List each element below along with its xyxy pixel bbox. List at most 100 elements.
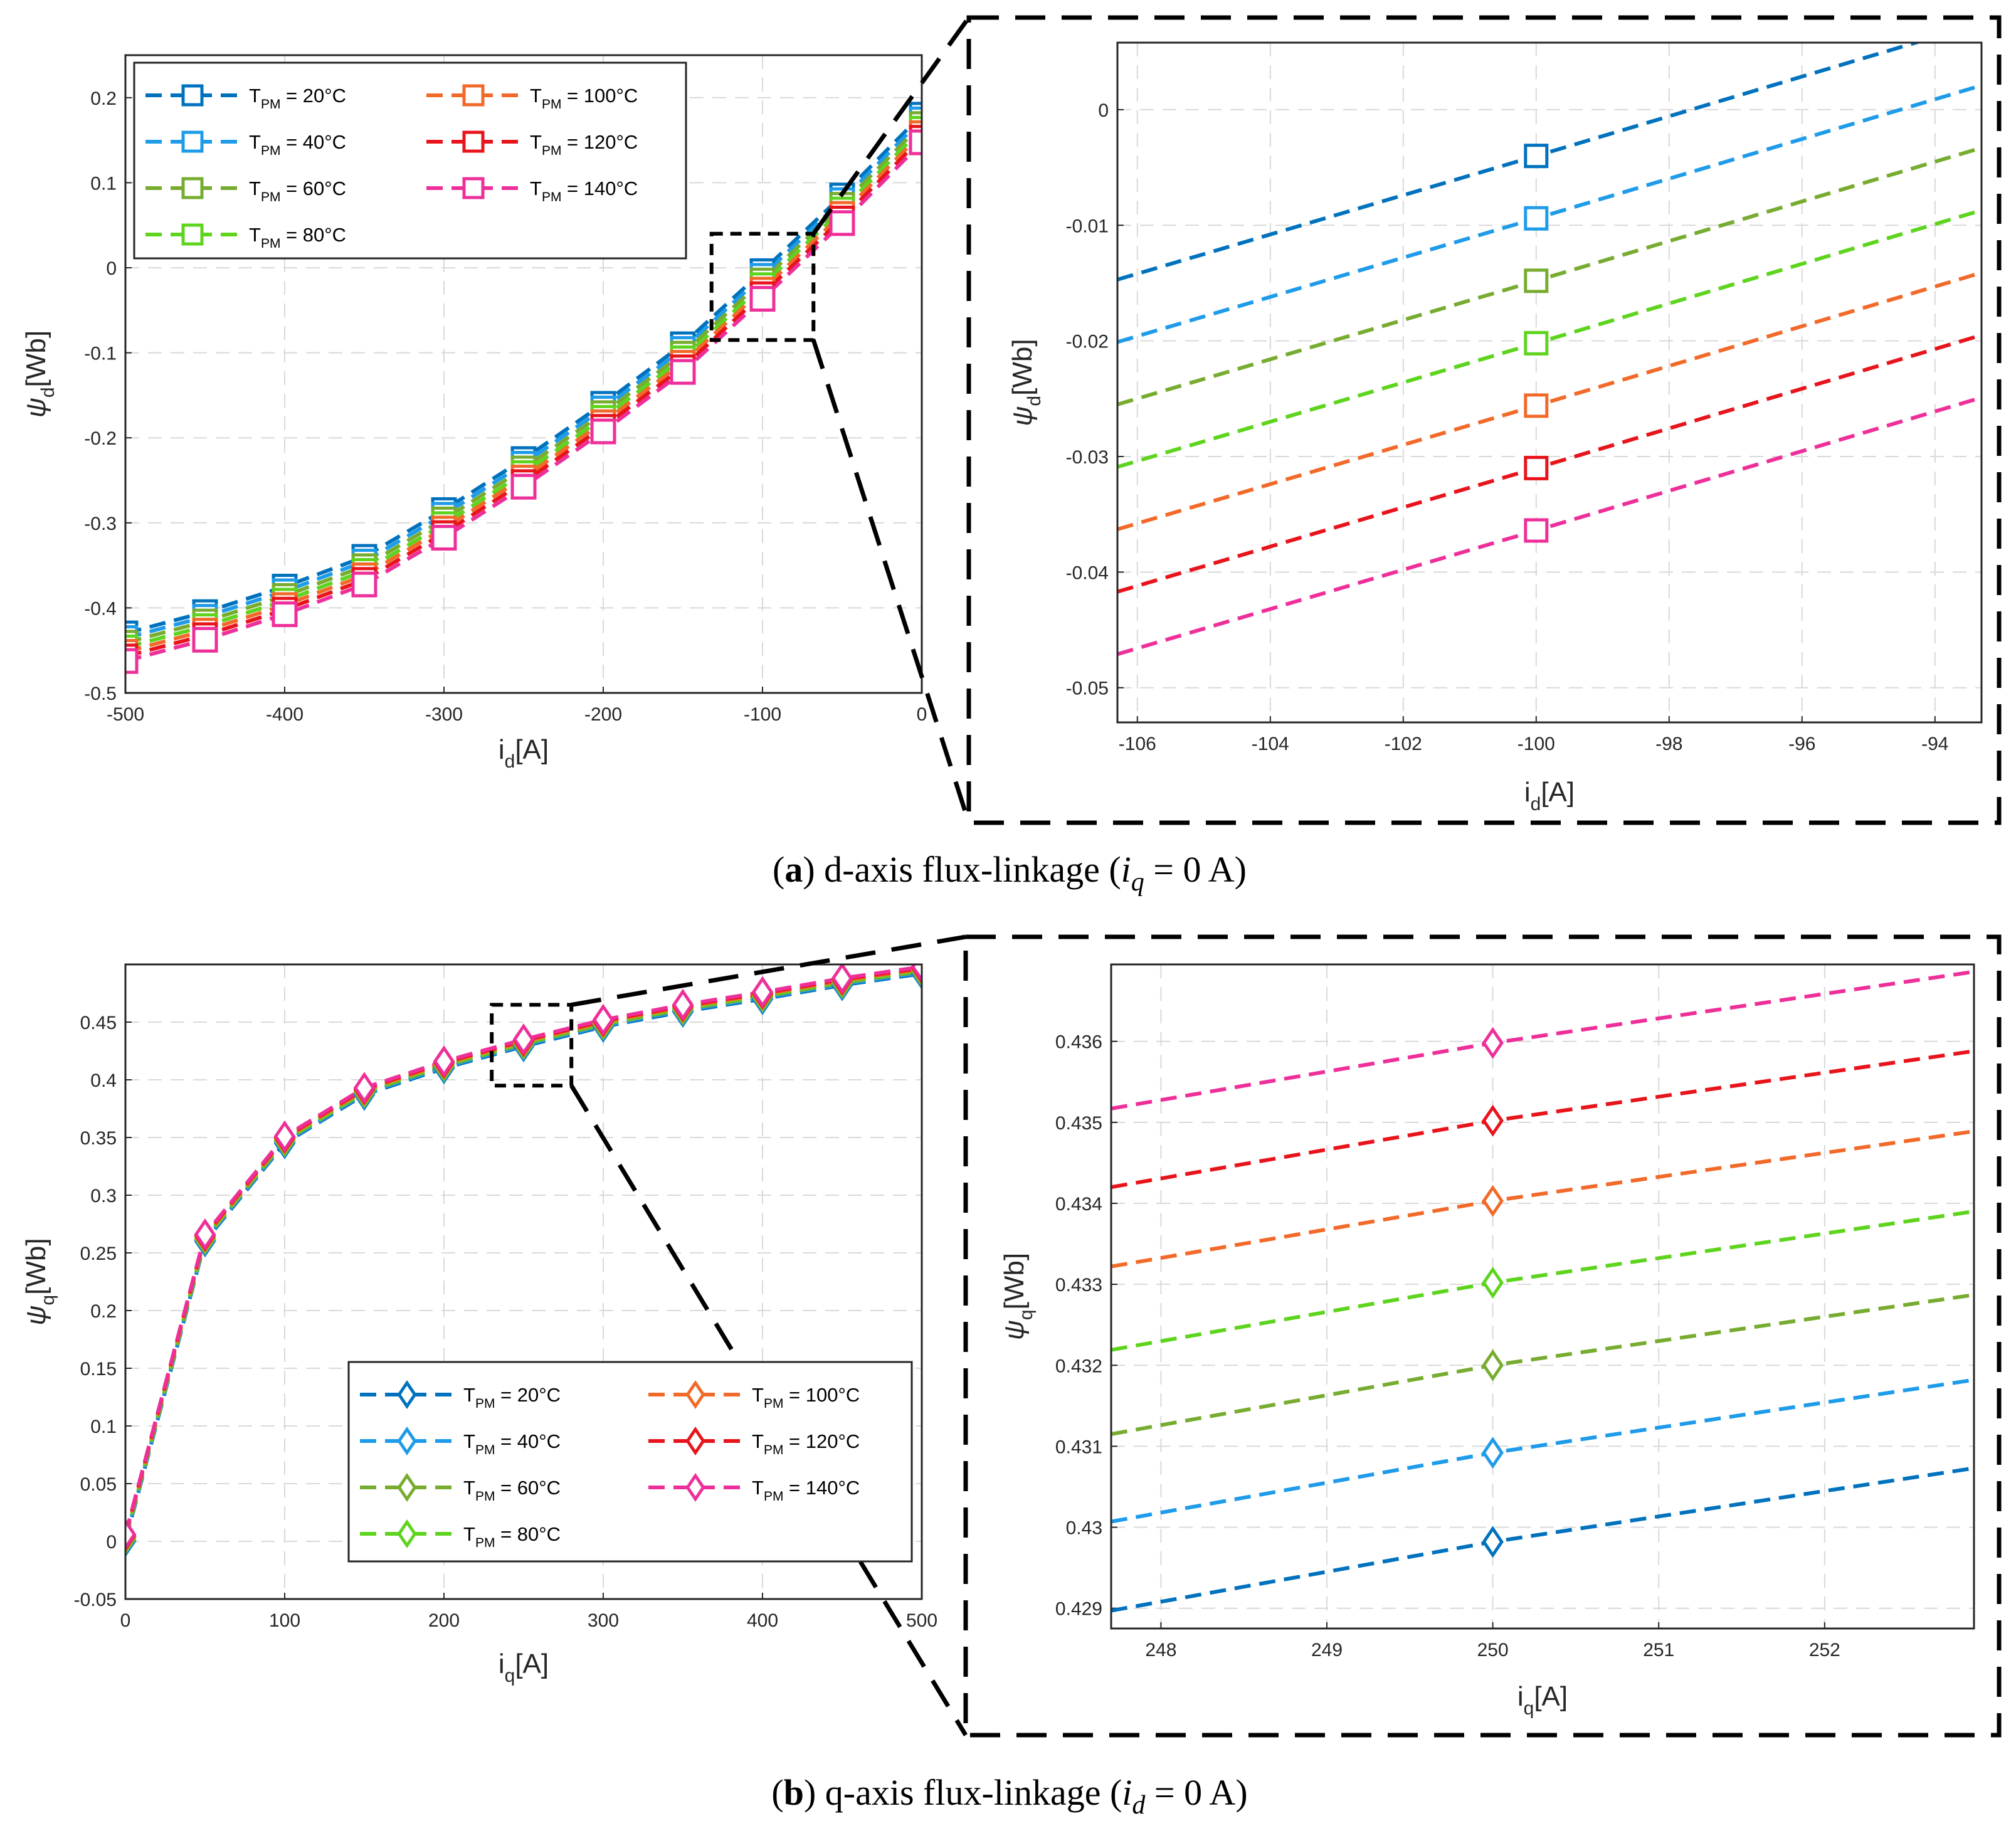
legend-label: TPM = 60°C [463, 1477, 561, 1504]
x-axis-label-tail: [A] [1534, 1681, 1568, 1712]
legend-label-tail: = 60°C [495, 1477, 561, 1499]
legend-entry: TPM = 120°C [648, 1426, 860, 1457]
y-axis-label-sub: q [38, 1295, 58, 1306]
y-axis-label-main: ψ [999, 1320, 1030, 1340]
y-tick-label: 0 [106, 258, 117, 279]
legend-marker-swatch [685, 1380, 705, 1410]
data-point-marker [512, 1023, 535, 1056]
y-axis-label: ψd[Wb] [1007, 339, 1045, 426]
zoom-region-box [490, 1003, 574, 1088]
x-tick-label: 248 [1145, 1640, 1176, 1660]
x-tick-label: 251 [1643, 1640, 1674, 1660]
y-axis-label-tail: [Wb] [21, 330, 51, 387]
x-axis-label: id[A] [1524, 777, 1575, 815]
x-tick-label: 0 [120, 1610, 131, 1631]
y-tick-label: -0.04 [1066, 562, 1109, 583]
data-point-marker [125, 648, 139, 674]
y-tick-label: -0.03 [1066, 447, 1109, 468]
x-tick-label: -104 [1252, 734, 1289, 754]
legend-label: TPM = 100°C [752, 1384, 860, 1411]
legend-label-tail: = 140°C [783, 1477, 860, 1499]
caption-a: (a) d-axis flux-linkage (iq = 0 A) [773, 849, 1247, 897]
legend-label-tail: = 120°C [783, 1430, 860, 1452]
caption-b-label: b [784, 1772, 804, 1813]
legend-label-main: T [249, 224, 261, 246]
y-tick-label: 0.43 [1066, 1518, 1102, 1539]
x-axis-label-sub: q [505, 1665, 515, 1686]
y-tick-label: 0.432 [1055, 1356, 1102, 1376]
y-tick-label: 0.1 [90, 1417, 117, 1437]
legend-marker-swatch [181, 84, 204, 107]
data-point-marker [831, 964, 853, 995]
zoom-inset-frame [966, 15, 2002, 825]
legend-label-main: T [752, 1477, 764, 1499]
legend-label-main: T [752, 1430, 764, 1452]
legend-label-main: T [249, 131, 261, 153]
legend-label-main: T [463, 1523, 475, 1545]
legend-entry: TPM = 140°C [426, 177, 638, 204]
data-point-marker [829, 210, 855, 236]
x-tick-label: -98 [1655, 734, 1682, 754]
legend-label-tail: = 120°C [561, 131, 638, 153]
legend-entry: TPM = 60°C [145, 177, 346, 204]
legend-label-main: T [530, 131, 542, 153]
y-tick-label: -0.3 [84, 514, 117, 534]
x-axis-label-tail: [A] [515, 1649, 549, 1679]
legend-label-main: T [530, 85, 542, 107]
legend-marker-swatch [462, 84, 485, 107]
data-point-marker [1482, 1185, 1504, 1217]
legend-label-tail: = 100°C [561, 85, 638, 107]
data-point-marker [670, 359, 696, 385]
y-axis-label-main: ψ [21, 1306, 51, 1326]
panel-b-zoom-plot: 248 249 250 251 252 0.429 0.43 0.431 0.432 0.433 0… [999, 963, 1975, 1719]
legend-marker-swatch [397, 1519, 417, 1549]
y-tick-label: 0.05 [80, 1474, 117, 1495]
legend-label-sub: PM [261, 97, 281, 112]
y-axis-label-tail: [Wb] [21, 1238, 51, 1294]
plot-frame [124, 54, 923, 694]
data-point-marker [1482, 1349, 1504, 1381]
data-point-marker [510, 473, 537, 500]
legend-label-sub: PM [475, 1443, 495, 1457]
legend-marker-swatch [462, 177, 485, 199]
x-axis-label-main: i [499, 1649, 505, 1679]
x-tick-label: -100 [1517, 734, 1555, 754]
data-point-marker [910, 964, 922, 983]
zoom-connector-line [811, 339, 971, 824]
legend-label-main: T [463, 1430, 475, 1452]
x-axis-label-main: i [1517, 1681, 1524, 1712]
legend-entry: TPM = 20°C [360, 1380, 561, 1411]
legend-label: TPM = 120°C [752, 1430, 860, 1457]
caption-a-text: d-axis flux-linkage ( [815, 849, 1121, 890]
y-tick-label: -0.5 [84, 684, 117, 704]
zoom-connector-line [571, 934, 966, 1007]
legend-label-sub: PM [764, 1443, 784, 1457]
data-point-marker [909, 129, 922, 156]
caption-b-sub: d [1132, 1791, 1146, 1820]
legend-label-main: T [463, 1384, 475, 1406]
y-tick-label: 0 [106, 1532, 117, 1553]
legend-entry: TPM = 60°C [360, 1472, 561, 1504]
y-axis-label-sub: d [38, 387, 58, 398]
y-tick-label: -0.05 [1066, 678, 1109, 699]
legend-label-main: T [530, 177, 542, 199]
data-point-marker [194, 1218, 216, 1251]
legend-label-sub: PM [542, 97, 562, 112]
x-tick-label: -94 [1921, 734, 1948, 754]
y-axis-label-main: ψ [1007, 406, 1038, 426]
y-tick-label: 0.35 [80, 1128, 117, 1149]
data-point-marker [125, 1518, 137, 1551]
data-point-marker [1524, 206, 1549, 231]
legend-label-tail: = 100°C [783, 1384, 860, 1406]
x-tick-label: -400 [266, 704, 303, 725]
caption-a-var: i [1121, 849, 1131, 890]
y-tick-label: 0.433 [1055, 1275, 1102, 1296]
plot-frame [1110, 963, 1975, 1630]
x-axis-label-tail: [A] [515, 734, 549, 765]
data-point-marker [1482, 1267, 1504, 1299]
y-axis-label: ψq[Wb] [21, 1238, 58, 1325]
data-point-marker [192, 626, 218, 653]
legend-label-tail: = 20°C [280, 85, 346, 107]
